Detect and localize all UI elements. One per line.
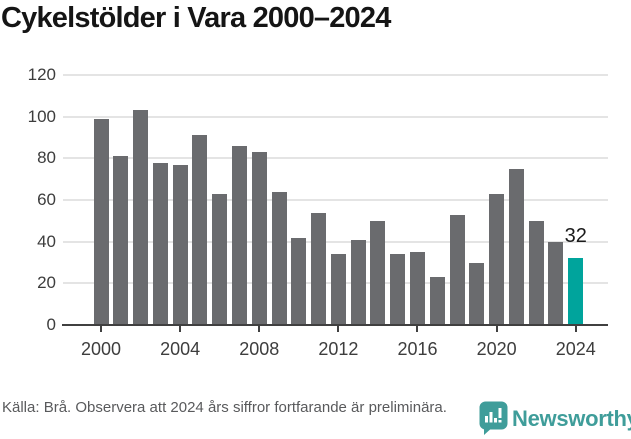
bar-2012 xyxy=(330,254,346,325)
source-note: Källa: Brå. Observera att 2024 års siffr… xyxy=(2,399,447,416)
bar-2002 xyxy=(133,110,149,325)
x-tick-label-2012: 2012 xyxy=(318,339,359,359)
bar-2009 xyxy=(271,191,287,325)
newsworthy-wordmark: Newsworthy xyxy=(512,405,631,431)
value-label-2024: 32 xyxy=(564,225,587,248)
x-tick-label-2024: 2024 xyxy=(555,339,596,359)
x-tick-mark-2012 xyxy=(337,326,340,332)
bar-2013 xyxy=(350,239,366,325)
y-tick-label-100: 100 xyxy=(27,106,56,126)
gridline-y-120 xyxy=(63,74,608,76)
x-tick-mark-2020 xyxy=(495,326,498,332)
newsworthy-brand-link[interactable]: Newsworthy xyxy=(479,401,631,436)
bar-2004 xyxy=(172,164,188,325)
bar-2000 xyxy=(93,118,109,325)
bar-2018 xyxy=(449,214,465,325)
y-tick-label-80: 80 xyxy=(37,148,56,168)
x-tick-mark-2016 xyxy=(416,326,419,332)
bar-2003 xyxy=(152,162,168,325)
bar-2006 xyxy=(212,193,228,325)
bar-2014 xyxy=(370,220,386,325)
x-tick-mark-2000 xyxy=(100,326,102,332)
y-tick-label-0: 0 xyxy=(46,315,56,334)
bar-2001 xyxy=(113,156,129,325)
chart-title: Cykelstölder i Vara 2000–2024 xyxy=(1,2,391,34)
x-tick-label-2004: 2004 xyxy=(160,339,201,359)
x-axis-line xyxy=(62,324,608,326)
bar-2020 xyxy=(489,193,505,325)
x-tick-label-2016: 2016 xyxy=(397,339,438,359)
bar-2022 xyxy=(528,220,544,325)
bar-2011 xyxy=(311,212,327,325)
bar-2021 xyxy=(508,168,524,325)
bar-2016 xyxy=(409,252,425,325)
x-tick-mark-2024 xyxy=(574,326,577,332)
y-tick-label-60: 60 xyxy=(37,190,56,209)
x-tick-label-2000: 2000 xyxy=(80,339,122,359)
bar-2023 xyxy=(548,241,564,325)
bar-2007 xyxy=(231,145,247,325)
x-tick-mark-2004 xyxy=(179,326,182,332)
bar-2015 xyxy=(390,254,406,325)
gridline-y-60 xyxy=(63,199,608,201)
x-tick-mark-2008 xyxy=(258,326,261,332)
x-tick-label-2008: 2008 xyxy=(239,339,280,359)
y-tick-label-40: 40 xyxy=(37,231,56,251)
x-tick-label-2020: 2020 xyxy=(476,339,517,359)
newsworthy-logo-icon xyxy=(479,401,508,435)
bar-2017 xyxy=(429,277,445,325)
y-tick-label-20: 20 xyxy=(37,273,56,293)
bar-2008 xyxy=(251,152,267,325)
gridline-y-80 xyxy=(63,157,608,160)
bar-2005 xyxy=(192,135,208,325)
bar-2019 xyxy=(469,262,485,325)
gridline-y-40 xyxy=(63,240,608,243)
gridline-y-100 xyxy=(63,115,608,118)
bar-2010 xyxy=(291,237,307,325)
y-tick-label-120: 120 xyxy=(27,65,56,84)
bar-2024 xyxy=(568,258,584,325)
